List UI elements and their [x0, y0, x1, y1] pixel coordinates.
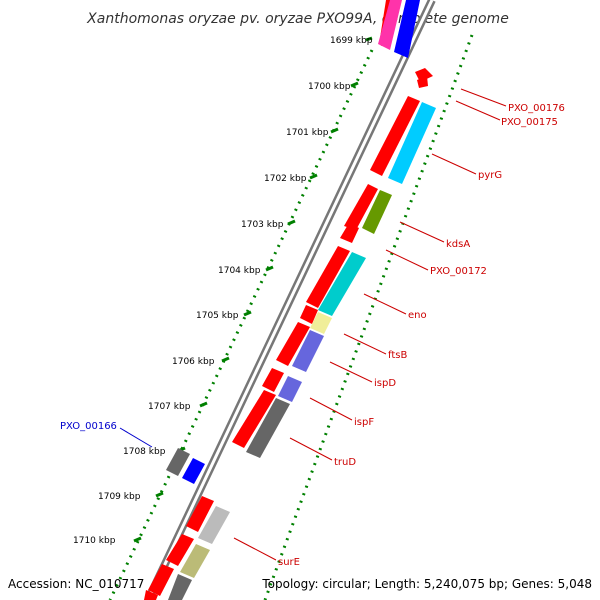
gene-feature[interactable] — [198, 506, 230, 544]
gene-feature[interactable] — [310, 312, 332, 334]
tick-label: 1703 kbp — [241, 220, 284, 230]
gene-label[interactable]: ispD — [374, 378, 396, 389]
tick-label: 1701 kbp — [286, 128, 329, 138]
tick-label: 1708 kbp — [123, 447, 166, 457]
tick-marks — [133, 36, 373, 543]
gene-feature[interactable] — [168, 574, 192, 600]
gene-feature[interactable] — [415, 68, 433, 82]
gene-label[interactable]: surE — [278, 557, 300, 568]
gene-feature[interactable] — [186, 496, 214, 532]
gene-label[interactable]: ftsB — [388, 350, 407, 361]
gene-label[interactable]: PXO_00166 — [60, 421, 117, 432]
gene-feature[interactable] — [144, 590, 158, 600]
gene-feature[interactable] — [166, 448, 190, 476]
gene-feature[interactable] — [246, 398, 290, 458]
gene-feature[interactable] — [300, 305, 318, 324]
label-leaders — [119, 88, 507, 561]
tick-label: 1709 kbp — [98, 492, 141, 502]
accession-text: Accession: NC_010717 — [8, 577, 144, 591]
gene-label[interactable]: eno — [408, 310, 427, 321]
gene-feature[interactable] — [306, 246, 350, 308]
gene-feature[interactable] — [417, 76, 428, 88]
gene-label[interactable]: PXO_00172 — [430, 266, 487, 277]
gene-feature[interactable] — [232, 390, 276, 448]
gene-feature[interactable] — [262, 368, 284, 392]
tick-label: 1710 kbp — [73, 536, 116, 546]
gene-feature[interactable] — [344, 184, 378, 230]
backbone-light — [146, 0, 434, 600]
gene-feature[interactable] — [180, 544, 210, 578]
gene-feature[interactable] — [378, 0, 402, 50]
gene-label[interactable]: pyrG — [478, 170, 502, 181]
tick-label: 1706 kbp — [172, 357, 215, 367]
tick-label: 1700 kbp — [308, 82, 351, 92]
gene-label[interactable]: PXO_00175 — [501, 117, 558, 128]
gene-feature[interactable] — [362, 190, 392, 234]
gene-feature[interactable] — [370, 96, 420, 176]
tick-labels: 1699 kbp 1700 kbp 1701 kbp 1702 kbp 1703… — [73, 36, 373, 546]
tick-label: 1707 kbp — [148, 402, 191, 412]
gene-feature[interactable] — [148, 564, 174, 596]
gene-label[interactable]: PXO_00176 — [508, 103, 565, 114]
gene-feature[interactable] — [388, 102, 436, 184]
genome-info-text: Topology: circular; Length: 5,240,075 bp… — [261, 577, 592, 591]
tick-label: 1699 kbp — [330, 36, 373, 46]
gene-labels: PXO_00176 PXO_00175 pyrG kdsA PXO_00172 … — [60, 103, 565, 568]
gene-label[interactable]: truD — [334, 457, 356, 468]
tick-label: 1705 kbp — [196, 311, 239, 321]
scale-dotted-outer — [108, 49, 374, 600]
tick-label: 1702 kbp — [264, 174, 307, 184]
gene-feature[interactable] — [276, 322, 310, 366]
map-title: Xanthomonas oryzae pv. oryzae PXO99A, co… — [86, 11, 509, 27]
gene-feature[interactable] — [182, 458, 205, 484]
tick-label: 1704 kbp — [218, 266, 261, 276]
scale-dotted-inner — [263, 34, 474, 600]
gene-feature[interactable] — [318, 252, 366, 316]
gene-label[interactable]: kdsA — [446, 239, 470, 250]
gene-label[interactable]: ispF — [354, 417, 374, 428]
gene-feature[interactable] — [394, 0, 420, 58]
gene-feature[interactable] — [292, 330, 324, 372]
reverse-genes — [166, 0, 436, 600]
gene-feature[interactable] — [340, 223, 359, 243]
gene-feature[interactable] — [278, 376, 302, 402]
gene-feature[interactable] — [166, 534, 194, 566]
